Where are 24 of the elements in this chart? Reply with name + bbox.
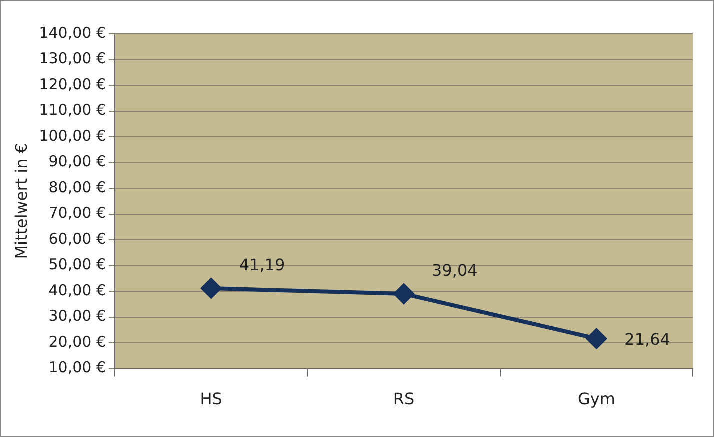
x-tick-label: Gym (578, 390, 616, 409)
data-label: 41,19 (239, 256, 286, 275)
y-tick-label: 10,00 € (48, 358, 106, 377)
data-label: 39,04 (432, 261, 478, 280)
x-tick-label: HS (200, 390, 222, 409)
y-tick-label: 30,00 € (48, 307, 106, 326)
y-tick-label: 90,00 € (48, 152, 106, 171)
y-tick-label: 120,00 € (39, 75, 106, 94)
y-tick-label: 70,00 € (48, 204, 106, 222)
y-tick-label: 40,00 € (48, 281, 106, 300)
y-tick-label: 50,00 € (48, 256, 106, 274)
y-tick-label: 20,00 € (48, 332, 106, 351)
point (394, 284, 414, 304)
y-tick-label: 110,00 € (39, 101, 106, 120)
y-axis-title: Mittelwert in € (12, 143, 31, 260)
x-tick-label: RS (393, 390, 415, 409)
y-tick-label: 130,00 € (39, 50, 106, 68)
y-tick-label: 60,00 € (48, 230, 106, 248)
point (586, 328, 607, 349)
point (201, 278, 222, 298)
y-tick-label: 100,00 € (39, 126, 106, 145)
y-tick-label: 80,00 € (48, 178, 106, 196)
data-label: 21,64 (624, 330, 670, 349)
y-tick-label: 140,00 € (39, 24, 106, 42)
